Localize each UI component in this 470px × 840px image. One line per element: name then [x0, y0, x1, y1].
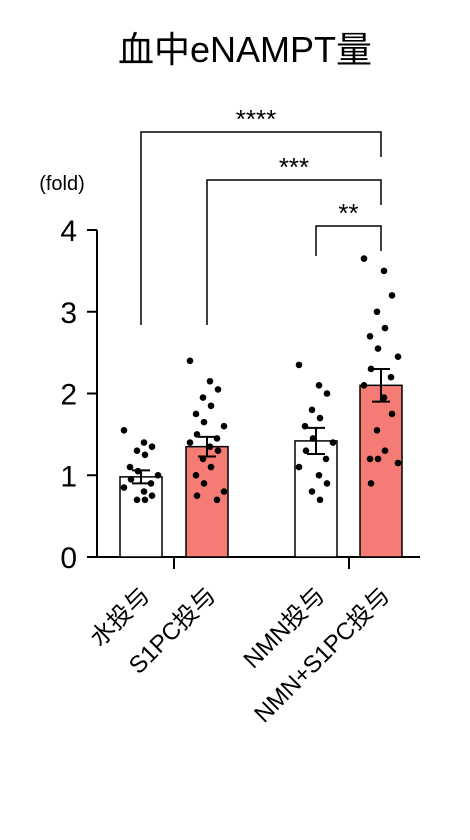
- data-point: [329, 439, 337, 446]
- significance-bracket: [206, 179, 382, 325]
- data-point: [394, 353, 402, 361]
- data-point: [374, 455, 382, 463]
- y-tick-label: 2: [60, 379, 77, 412]
- data-point: [186, 439, 194, 446]
- data-point: [316, 414, 324, 422]
- chart-title: 血中eNAMPT量: [118, 29, 372, 70]
- data-point: [380, 394, 388, 401]
- data-point: [381, 447, 389, 455]
- data-point: [186, 357, 194, 365]
- bar: [359, 384, 403, 558]
- data-point: [200, 480, 208, 487]
- data-point: [214, 447, 222, 455]
- data-point: [316, 496, 324, 504]
- data-point: [323, 480, 331, 487]
- data-point: [373, 426, 381, 434]
- data-point: [120, 484, 128, 491]
- data-point: [360, 382, 368, 389]
- data-point: [380, 267, 388, 275]
- data-point: [308, 406, 316, 414]
- data-point: [148, 443, 156, 450]
- data-point: [367, 365, 375, 373]
- data-point: [148, 492, 156, 499]
- data-point: [308, 488, 316, 495]
- data-point: [207, 402, 215, 410]
- data-point: [373, 308, 381, 316]
- data-point: [388, 292, 396, 299]
- data-point: [206, 443, 214, 450]
- data-point: [394, 459, 402, 467]
- y-axis-label: (fold): [39, 173, 85, 195]
- data-point: [141, 451, 149, 459]
- data-point: [309, 435, 317, 442]
- data-point: [302, 447, 310, 455]
- data-point: [366, 455, 374, 463]
- data-point: [133, 496, 141, 504]
- data-point: [213, 435, 221, 442]
- data-point: [147, 480, 155, 487]
- data-point: [199, 455, 207, 463]
- data-point: [214, 386, 222, 393]
- data-point: [360, 255, 368, 262]
- data-point: [134, 467, 142, 475]
- significance-bracket: [315, 225, 382, 256]
- data-point: [220, 422, 228, 430]
- data-point: [192, 471, 200, 479]
- data-point: [374, 345, 382, 352]
- data-point: [315, 471, 323, 479]
- data-point: [367, 480, 375, 487]
- data-point: [192, 410, 200, 418]
- data-point: [207, 463, 215, 471]
- data-point: [388, 410, 396, 418]
- data-point: [213, 496, 221, 504]
- significance-label: ****: [236, 104, 276, 134]
- data-point: [366, 332, 374, 340]
- y-tick-label: 0: [60, 542, 77, 575]
- data-point: [315, 382, 323, 389]
- data-point: [206, 377, 214, 385]
- data-point: [199, 394, 207, 401]
- data-point: [381, 324, 389, 332]
- significance-label: ***: [279, 152, 309, 182]
- significance-label: **: [338, 198, 358, 228]
- data-point: [220, 488, 228, 495]
- data-point: [140, 439, 148, 446]
- data-point: [127, 476, 135, 483]
- data-point: [323, 390, 331, 397]
- data-point: [126, 463, 134, 471]
- significance-bracket: [140, 131, 382, 325]
- data-point: [301, 422, 309, 430]
- data-point: [193, 492, 201, 499]
- error-bar: [307, 426, 325, 455]
- data-point: [120, 426, 128, 434]
- data-point: [200, 418, 208, 426]
- data-point: [133, 447, 141, 455]
- data-point: [295, 361, 303, 369]
- y-tick-label: 4: [60, 215, 77, 248]
- data-point: [193, 431, 201, 438]
- data-point: [140, 488, 148, 495]
- y-tick-label: 3: [60, 297, 77, 330]
- data-point: [154, 471, 162, 479]
- data-point: [141, 496, 149, 504]
- data-point: [387, 373, 395, 381]
- bar: [185, 445, 229, 558]
- bar: [294, 440, 338, 558]
- y-tick-label: 1: [60, 460, 77, 493]
- data-point: [322, 455, 330, 463]
- data-point: [295, 463, 303, 471]
